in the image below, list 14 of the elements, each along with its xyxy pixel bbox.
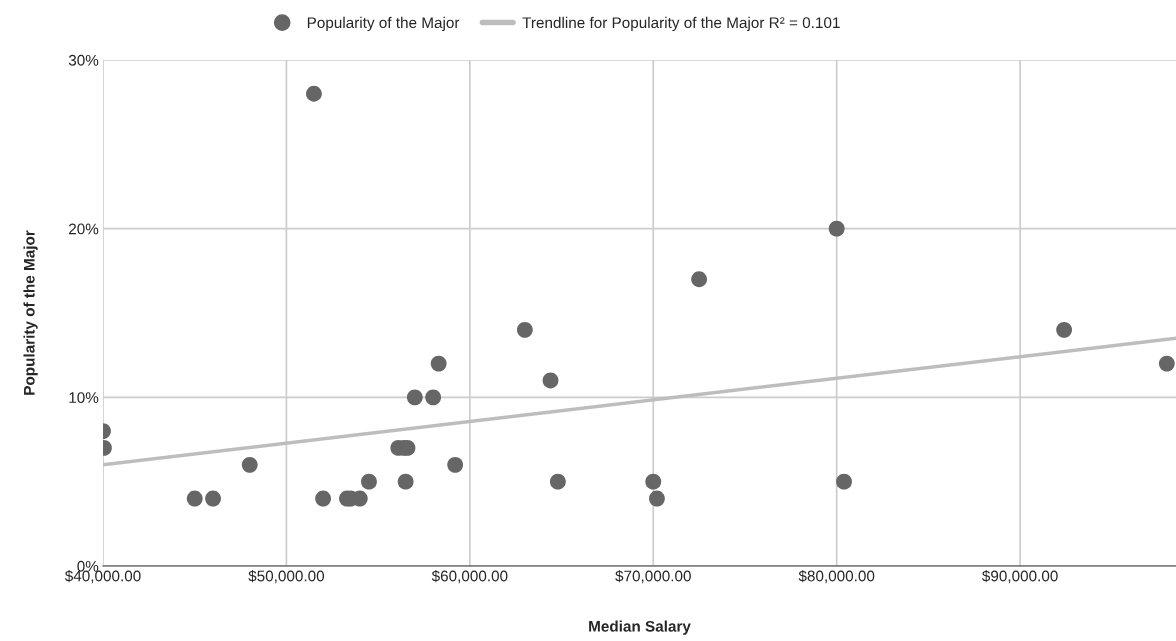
x-tick-label: $80,000.00 (798, 569, 875, 584)
x-tick-label: $70,000.00 (615, 569, 691, 584)
y-tick-label: 0% (77, 560, 99, 572)
y-tick-label: 30% (68, 54, 99, 66)
y-tick-label: 20% (69, 223, 99, 235)
y-tick-label: 10% (69, 392, 99, 404)
x-tick-label: $50,000.00 (248, 569, 325, 584)
y-axis-title: Popularity of the Major (23, 230, 38, 395)
legend-label: Popularity of the Major (307, 16, 460, 32)
x-axis-title: Median Salary (589, 620, 691, 635)
x-tick-label: $60,000.00 (431, 569, 508, 584)
x-tick-label: $40,000.00 (64, 569, 141, 584)
x-tick-label: $90,000.00 (982, 569, 1058, 584)
legend-label: Trendline for Popularity of the Major R² = 0.101 (522, 16, 840, 32)
